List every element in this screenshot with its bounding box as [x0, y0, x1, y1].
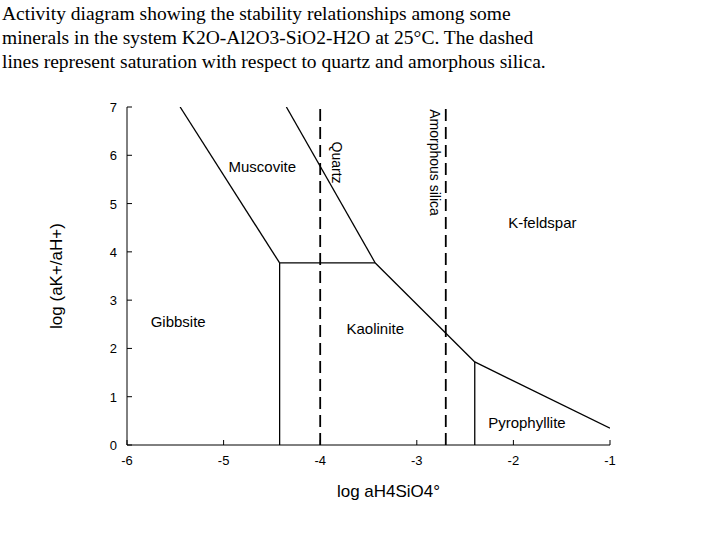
x-tick-label: -5: [218, 453, 230, 468]
chart-svg: Activity diagram showing the stability r…: [0, 0, 720, 540]
x-tick: [610, 440, 611, 445]
x-tick-label: -4: [314, 453, 326, 468]
y-tick: [127, 300, 132, 301]
y-tick-label: 7: [110, 100, 117, 115]
saturation-label: Quartz: [329, 142, 345, 184]
y-tick-label: 1: [110, 390, 117, 405]
x-tick: [223, 440, 224, 445]
y-tick: [127, 155, 132, 156]
y-tick: [127, 251, 132, 252]
x-tick-label: -1: [604, 453, 616, 468]
boundary-line: [375, 263, 474, 362]
y-axis-line: [127, 107, 128, 445]
y-tick: [127, 348, 132, 349]
y-tick-label: 0: [110, 438, 117, 453]
y-tick-label: 2: [110, 341, 117, 356]
saturation-line: [319, 107, 321, 445]
x-tick-label: -6: [121, 453, 133, 468]
boundary-line: [279, 263, 280, 445]
y-tick: [127, 445, 132, 446]
x-tick-label: -2: [508, 453, 520, 468]
field-label: Kaolinite: [346, 320, 404, 337]
boundary-line: [286, 107, 375, 263]
title-line: lines represent saturation with respect …: [2, 51, 546, 72]
x-axis-line: [127, 445, 610, 446]
y-tick: [127, 203, 132, 204]
x-tick: [416, 440, 417, 445]
chart-root: Activity diagram showing the stability r…: [0, 0, 720, 540]
y-tick-label: 6: [110, 148, 117, 163]
x-tick: [513, 440, 514, 445]
x-tick: [127, 440, 128, 445]
boundary-line: [280, 262, 376, 263]
series-group: [180, 107, 610, 445]
saturation-label: Amorphous silica: [427, 109, 443, 216]
boundary-line: [180, 107, 279, 263]
x-tick-label: -3: [411, 453, 423, 468]
y-tick-label: 3: [110, 293, 117, 308]
field-label: Pyrophyllite: [488, 414, 566, 431]
title-line: Activity diagram showing the stability r…: [2, 3, 511, 24]
y-tick: [127, 396, 132, 397]
field-label: K-feldspar: [508, 214, 576, 231]
y-tick-label: 5: [110, 197, 117, 212]
y-tick-label: 4: [110, 245, 117, 260]
boundary-line: [474, 362, 475, 445]
title-line: minerals in the system K2O-Al2O3-SiO2-H2…: [2, 27, 533, 48]
field-label: Gibbsite: [151, 313, 206, 330]
saturation-line: [445, 107, 447, 445]
y-tick: [127, 107, 132, 108]
field-label: Muscovite: [228, 158, 296, 175]
y-axis-label: log (aK+/aH+): [47, 223, 66, 329]
x-axis-label: log aH4SiO4°: [337, 482, 440, 501]
